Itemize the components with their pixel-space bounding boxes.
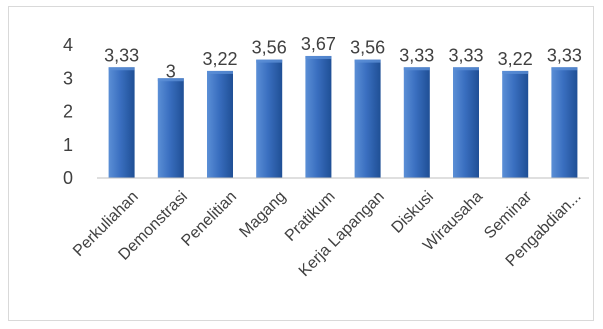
bar (453, 67, 479, 178)
bar-top-highlight (403, 67, 430, 71)
y-tick-label: 4 (63, 35, 73, 55)
data-label: 3,56 (350, 38, 385, 58)
bar-top-highlight (256, 59, 283, 63)
bars: 3,33 3 3,22 3,56 3,67 3,56 3,33 3,33 3,22 3,33 (104, 34, 582, 178)
y-tick-label: 0 (63, 168, 73, 188)
x-axis: PerkuliahanDemonstrasiPenelitianMagangPr… (70, 177, 589, 280)
data-label: 3,33 (448, 45, 483, 65)
data-label: 3,67 (301, 34, 336, 54)
y-tick-label: 3 (63, 68, 73, 88)
bar-top-highlight (502, 70, 529, 74)
data-label: 3,22 (202, 49, 237, 69)
bar-top-highlight (551, 67, 578, 71)
data-label: 3,56 (252, 38, 287, 58)
data-label: 3,22 (498, 49, 533, 69)
bar-top-highlight (354, 59, 381, 63)
data-label: 3,33 (104, 45, 139, 65)
bar (502, 70, 529, 178)
data-label: 3,33 (547, 45, 582, 65)
bar-top-highlight (305, 55, 332, 59)
data-label: 3,33 (399, 45, 434, 65)
bar (551, 67, 578, 178)
bar (157, 78, 184, 178)
bar-top-highlight (157, 78, 184, 82)
bar-top-highlight (207, 70, 233, 74)
bar (354, 59, 381, 178)
y-axis: 0 1 2 3 4 (63, 35, 73, 188)
bar (108, 67, 135, 178)
category-label: Diskusi (389, 188, 437, 236)
data-label: 3 (166, 61, 176, 81)
y-tick-label: 1 (63, 135, 73, 155)
bar (403, 67, 430, 178)
bar (256, 59, 283, 178)
y-tick-label: 2 (63, 102, 73, 122)
bar-top-highlight (453, 67, 479, 71)
category-label: Kerja Lapangan (296, 188, 388, 280)
bar (207, 70, 233, 178)
bar (305, 55, 332, 178)
bar-top-highlight (108, 67, 135, 71)
